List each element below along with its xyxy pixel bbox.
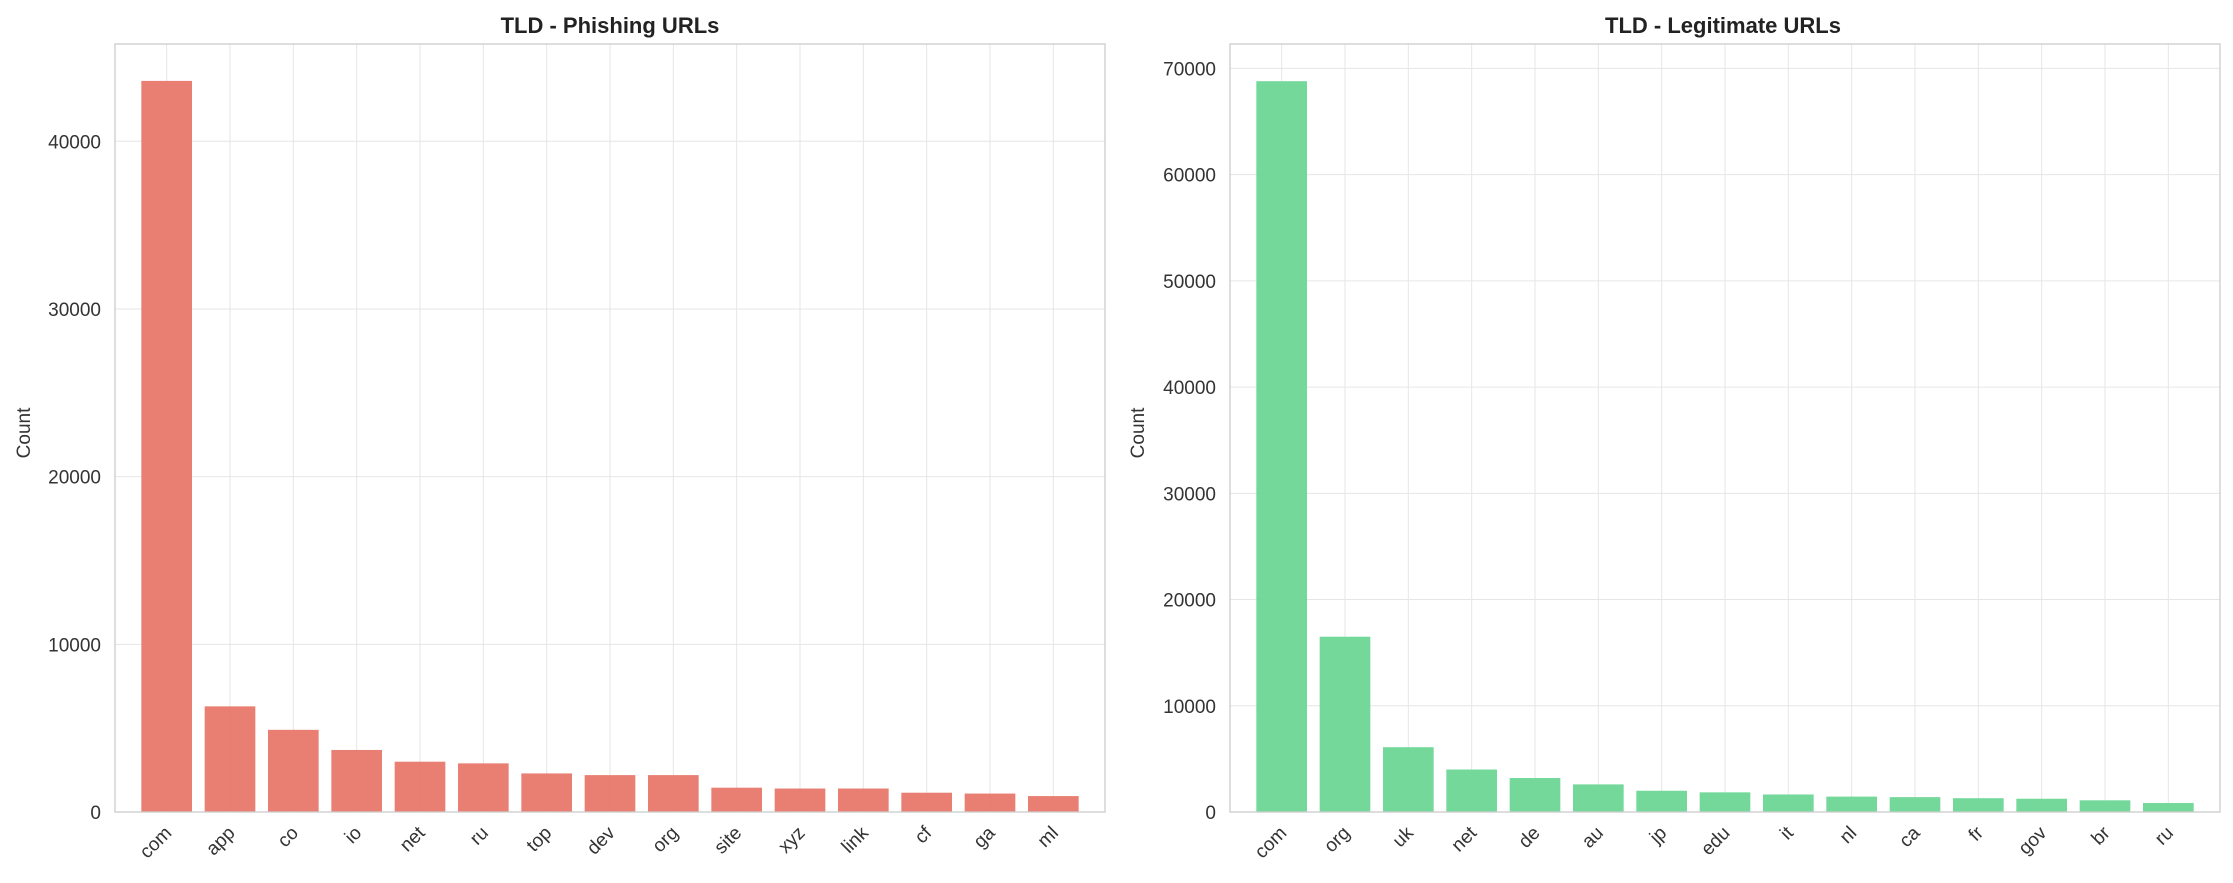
bar-nl <box>1826 796 1877 812</box>
x-tick-label: gov <box>2015 822 2052 859</box>
bar-au <box>1573 784 1624 812</box>
bar-link <box>838 788 889 812</box>
bars <box>141 80 1079 813</box>
bar-xyz <box>774 788 826 812</box>
bar-edu <box>1699 792 1751 812</box>
y-tick-label: 10000 <box>48 635 101 656</box>
bar-de <box>1509 778 1561 812</box>
x-tick-label: it <box>1776 822 1798 844</box>
bar-com <box>141 80 192 813</box>
gridlines <box>1230 44 2220 813</box>
x-tick-label: site <box>710 823 746 859</box>
chart-title: TLD - Phishing URLs <box>501 13 720 38</box>
x-tick-label: org <box>649 823 683 857</box>
x-tick-label: ca <box>1895 822 1924 851</box>
bars <box>1256 81 2194 813</box>
plot-frame <box>1229 43 2221 813</box>
bar-site <box>711 787 762 812</box>
y-tick-label: 70000 <box>1163 59 1216 80</box>
chart-phishing-tlds: TLD - Phishing URLs Count 0 10000 20000 300… <box>14 13 1106 863</box>
x-tick-label: ru <box>2151 823 2178 850</box>
y-tick-label: 20000 <box>48 468 101 489</box>
x-tick-label: app <box>202 823 239 860</box>
bar-net <box>394 761 446 812</box>
chart-legitimate-tlds: TLD - Legitimate URLs Count 0 10000 20000 3… <box>1128 13 2221 863</box>
y-tick-label: 30000 <box>1163 484 1216 505</box>
bar-org <box>648 775 699 812</box>
x-tick-label: org <box>1320 823 1354 857</box>
bar-net <box>1446 769 1497 812</box>
x-tick-label: nl <box>1836 823 1861 848</box>
bar-ga <box>964 793 1016 812</box>
x-tick-label: jp <box>1645 823 1671 849</box>
plot-frame <box>114 43 1106 813</box>
x-tick-label: de <box>1515 823 1545 853</box>
y-tick-labels: 0 10000 20000 30000 40000 <box>48 132 101 824</box>
y-tick-labels: 0 10000 20000 30000 40000 50000 60000 70000 <box>1163 59 1216 824</box>
x-tick-label: ru <box>466 823 493 850</box>
x-tick-label: cf <box>911 822 937 848</box>
x-tick-label: io <box>341 823 366 848</box>
x-tick-label: fr <box>1965 822 1989 846</box>
bar-dev <box>584 775 636 812</box>
x-tick-label: edu <box>1697 823 1734 860</box>
bar-org <box>1319 636 1371 812</box>
bar-io <box>331 749 382 812</box>
bar-uk <box>1383 747 1434 812</box>
y-tick-label: 50000 <box>1163 272 1216 293</box>
x-tick-label: com <box>136 823 176 863</box>
bar-ru <box>2143 802 2194 812</box>
x-tick-labels: com org uk net de au jp edu it nl ca fr gov br ru <box>1251 822 2178 863</box>
y-tick-label: 10000 <box>1163 697 1216 718</box>
gridlines <box>115 44 1105 813</box>
bar-br <box>2079 800 2131 812</box>
x-tick-label: dev <box>583 822 620 859</box>
bar-top <box>521 773 572 812</box>
x-tick-label: xyz <box>775 823 810 858</box>
x-tick-label: net <box>396 822 430 856</box>
y-axis-label: Count <box>14 407 35 458</box>
x-tick-label: uk <box>1389 822 1418 851</box>
x-tick-label: au <box>1578 823 1608 853</box>
x-tick-label: ml <box>1034 823 1063 852</box>
y-tick-label: 40000 <box>48 132 101 153</box>
x-tick-label: com <box>1251 823 1291 863</box>
bar-co <box>268 729 319 812</box>
bar-ru <box>458 763 509 812</box>
bar-fr <box>1953 798 2004 812</box>
bar-jp <box>1636 790 1687 812</box>
y-tick-label: 60000 <box>1163 166 1216 187</box>
x-tick-labels: com app co io net ru top dev org site xyz link cf ga m… <box>136 822 1063 863</box>
x-tick-label: net <box>1448 822 1482 856</box>
x-tick-label: link <box>838 822 873 857</box>
y-tick-label: 30000 <box>48 300 101 321</box>
y-tick-label: 40000 <box>1163 378 1216 399</box>
x-tick-label: co <box>274 823 303 852</box>
bar-gov <box>2016 798 2067 812</box>
bar-com <box>1256 81 1307 813</box>
x-tick-label: ga <box>970 822 1000 852</box>
bar-ml <box>1028 796 1079 812</box>
y-tick-label: 20000 <box>1163 591 1216 612</box>
chart-title: TLD - Legitimate URLs <box>1605 13 1841 38</box>
y-tick-label: 0 <box>1205 803 1216 824</box>
y-axis-label: Count <box>1128 407 1149 458</box>
x-tick-label: br <box>2088 822 2115 849</box>
bar-cf <box>901 792 952 812</box>
x-tick-label: top <box>523 823 557 857</box>
bar-it <box>1763 794 1814 812</box>
bar-ca <box>1889 797 1941 812</box>
bar-app <box>204 706 256 812</box>
y-tick-label: 0 <box>90 803 101 824</box>
